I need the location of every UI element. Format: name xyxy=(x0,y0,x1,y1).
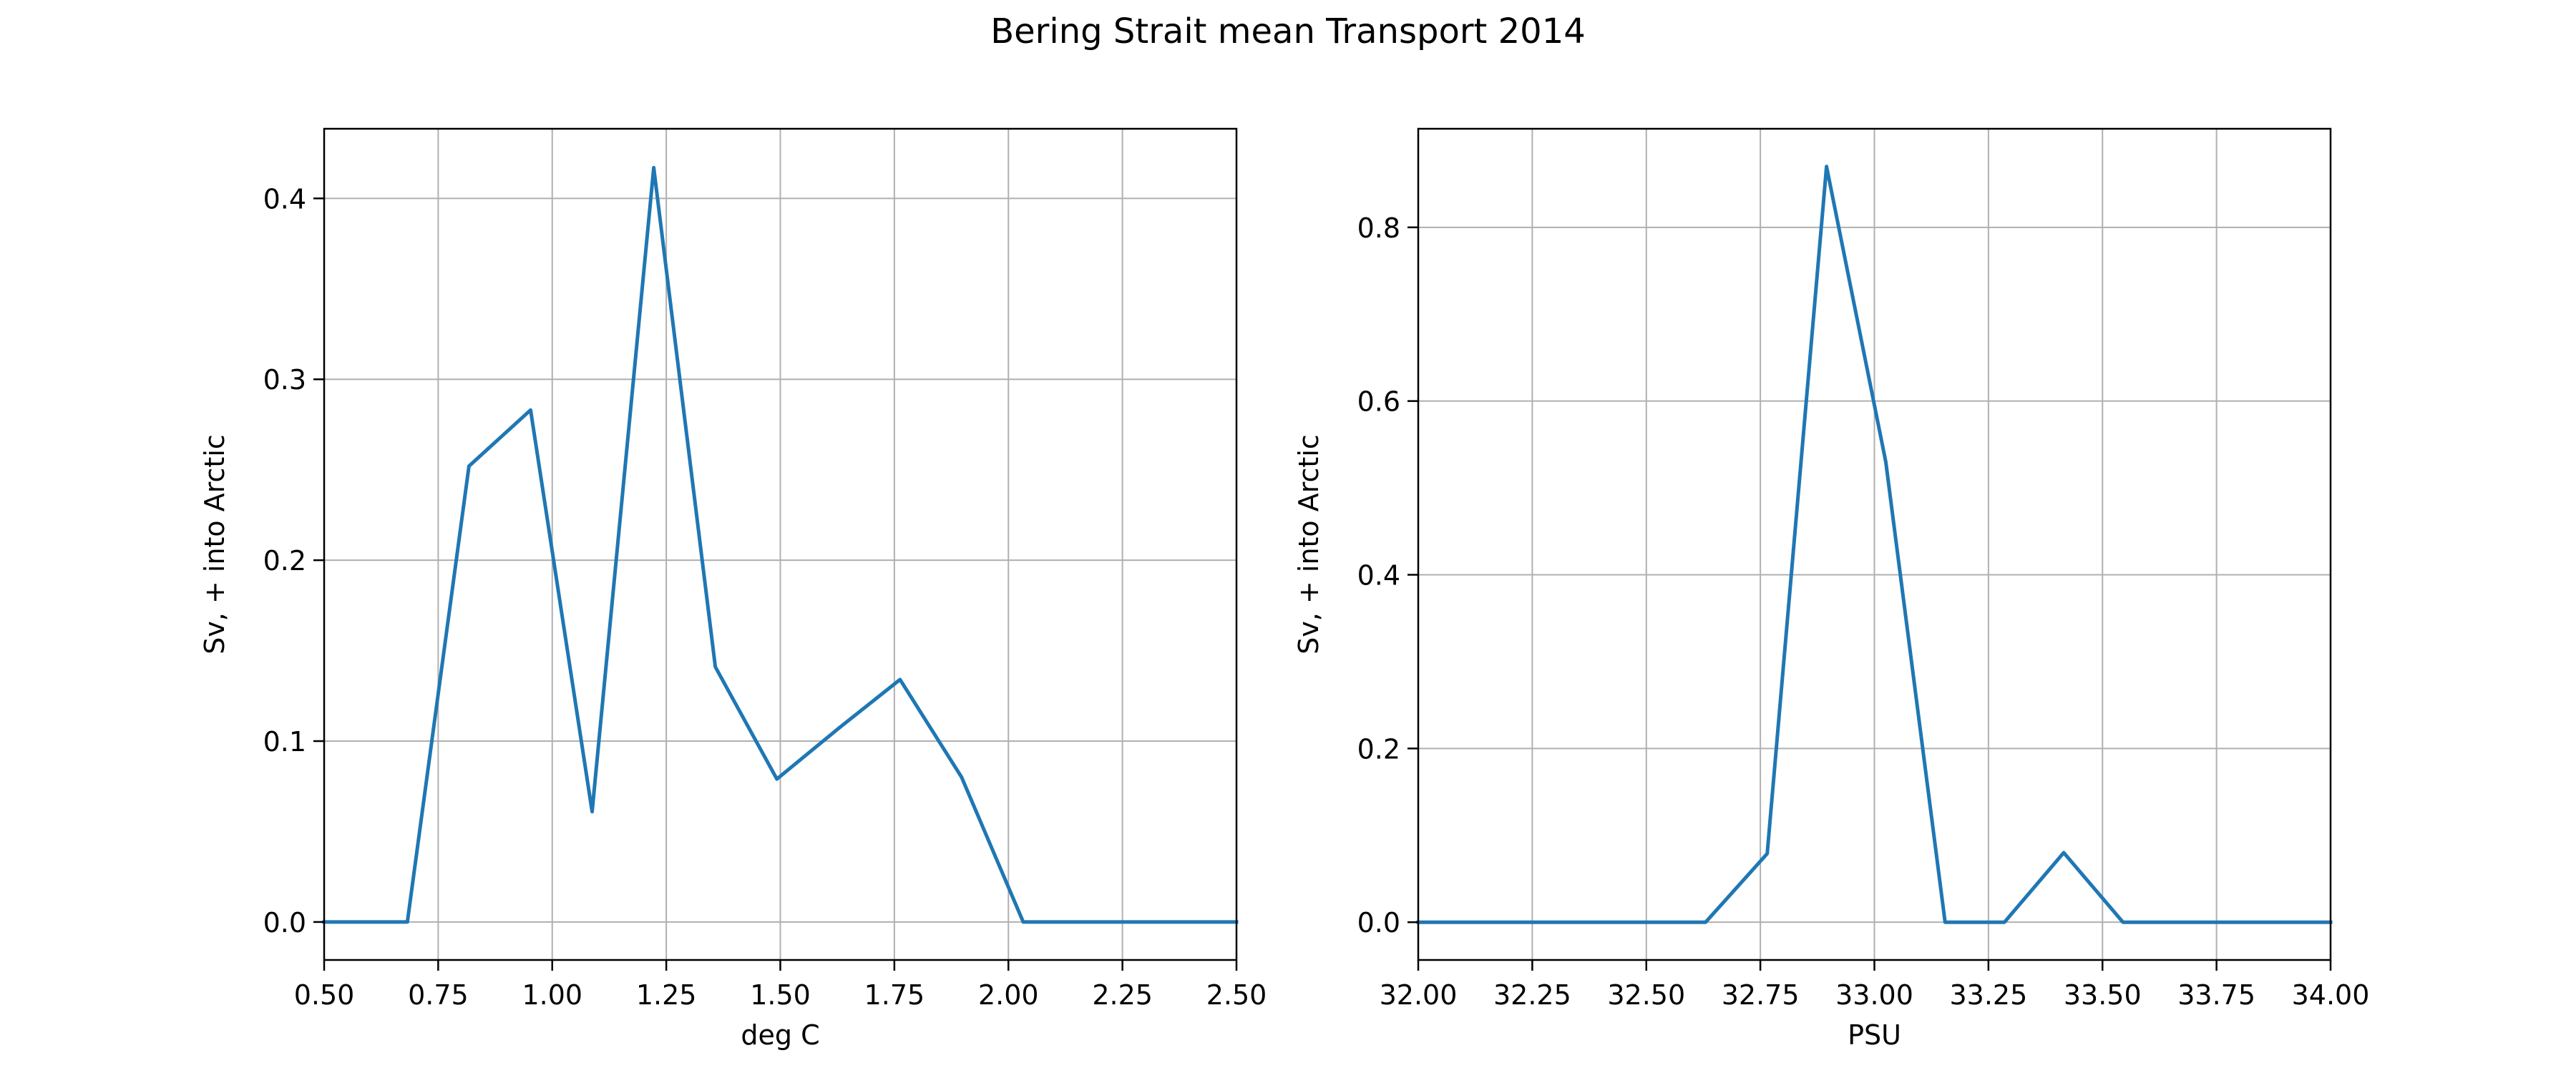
salinity-x-tick-label: 32.50 xyxy=(1607,979,1685,1011)
salinity-x-tick-label: 32.25 xyxy=(1493,979,1571,1011)
salinity-transport-line xyxy=(1416,165,2333,924)
temp-x-tick-label: 1.75 xyxy=(864,979,925,1011)
temp-x-tick-label: 2.25 xyxy=(1092,979,1153,1011)
temp-x-tick-label: 2.50 xyxy=(1206,979,1267,1011)
temp-y-tick-label: 0.0 xyxy=(263,907,306,939)
salinity-x-tick-label: 33.00 xyxy=(1835,979,1913,1011)
temp-y-tick-label: 0.2 xyxy=(263,545,306,577)
salinity-panel: 32.00 32.25 32.50 32.75 33.00 33.25 33.50 33.75… xyxy=(1293,127,2370,1051)
salinity-x-tick-label: 32.75 xyxy=(1722,979,1800,1011)
salinity-y-tick-label: 0.4 xyxy=(1357,559,1400,591)
temperature-panel: 0.50 0.75 1.00 1.25 1.50 1.75 2.00 2.25 2.50 0.0 0… xyxy=(199,127,1267,1051)
salinity-y-axis-label: Sv, + into Arctic xyxy=(1293,434,1324,655)
temp-x-tick-label: 0.75 xyxy=(408,979,469,1011)
salinity-x-tick-label: 33.25 xyxy=(1949,979,2027,1011)
temp-y-tick-label: 0.3 xyxy=(263,364,306,396)
temp-x-tick-label: 1.50 xyxy=(750,979,811,1011)
salinity-x-axis-label: PSU xyxy=(1848,1019,1901,1051)
salinity-y-tick-label: 0.8 xyxy=(1357,212,1400,244)
salinity-x-tick-label: 33.50 xyxy=(2064,979,2142,1011)
salinity-y-tick-label: 0.0 xyxy=(1357,907,1400,939)
temp-x-tick-label: 1.25 xyxy=(636,979,697,1011)
temp-y-axis-label: Sv, + into Arctic xyxy=(199,434,230,655)
salinity-x-tick-label: 33.75 xyxy=(2177,979,2255,1011)
temp-x-tick-label: 1.00 xyxy=(522,979,582,1011)
temp-x-axis-label: deg C xyxy=(741,1019,819,1051)
temp-y-tick-label: 0.4 xyxy=(263,183,306,215)
salinity-y-tick-label: 0.6 xyxy=(1357,386,1400,418)
temp-x-tick-label: 2.00 xyxy=(978,979,1039,1011)
figure-title: Bering Strait mean Transport 2014 xyxy=(990,11,1586,52)
temp-y-tick-label: 0.1 xyxy=(263,726,306,758)
salinity-x-tick-label: 32.00 xyxy=(1380,979,1458,1011)
salinity-x-tick-label: 34.00 xyxy=(2292,979,2370,1011)
temp-x-tick-label: 0.50 xyxy=(294,979,355,1011)
temp-transport-line xyxy=(322,165,1239,924)
salinity-y-tick-label: 0.2 xyxy=(1357,733,1400,765)
